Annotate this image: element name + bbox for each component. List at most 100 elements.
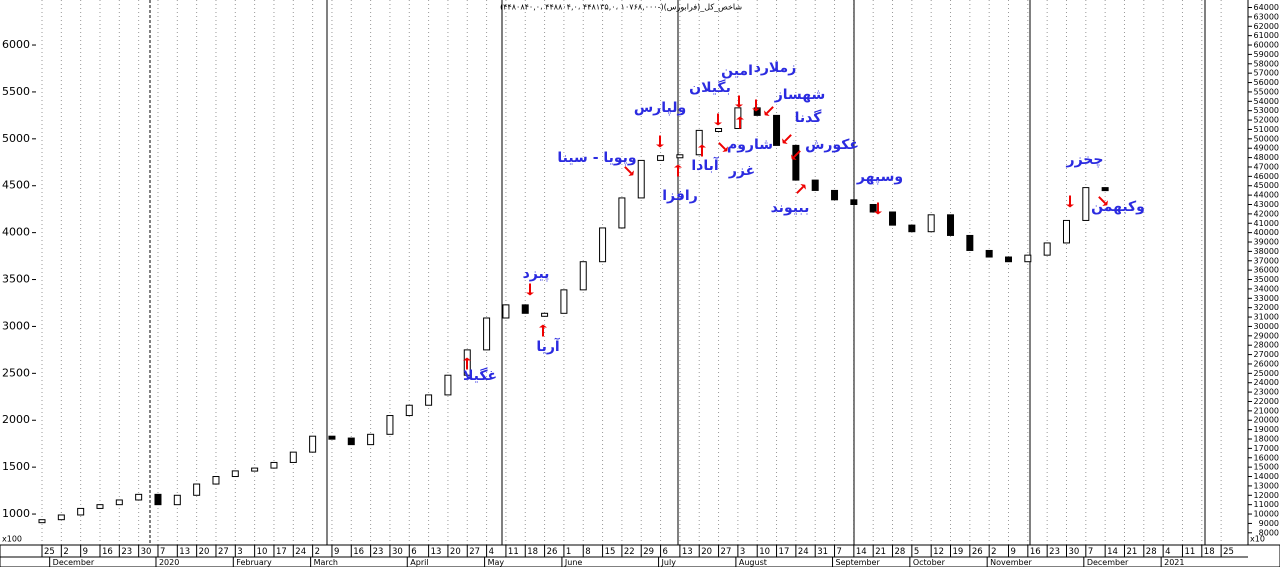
price-box [289, 451, 297, 463]
y2-tick-label: 49000 [1254, 144, 1279, 153]
annotation: غگیلا [463, 367, 497, 384]
price-box [77, 507, 85, 516]
y2-tick-label: 63000 [1254, 12, 1279, 21]
arrow-head [539, 324, 547, 328]
arrow-head [764, 110, 770, 116]
y2-tick-label: 36000 [1254, 266, 1279, 275]
x-tick-label: 18 [527, 547, 538, 557]
arrow-head [698, 144, 706, 148]
price-box [753, 107, 761, 116]
price-box [831, 189, 839, 201]
y2-tick-label: 29000 [1254, 331, 1279, 340]
y-tick-label: 1000 [2, 507, 30, 520]
price-box [1005, 256, 1012, 263]
x-tick-label: 22 [624, 547, 635, 557]
annotation: وپویا - سینا [557, 150, 636, 166]
arrow-shaft [624, 166, 632, 174]
y2-tick-label: 55000 [1254, 87, 1279, 96]
annotation: رافزا [662, 188, 698, 204]
x-tick-label: 21 [875, 547, 886, 557]
y2-tick-label: 47000 [1254, 162, 1279, 171]
x-tick-label: 30 [392, 547, 403, 557]
x-tick-label: 12 [933, 547, 944, 557]
arrow-shaft [793, 150, 801, 158]
x-tick-label: 26 [547, 547, 558, 557]
x-tick-label: 9 [334, 547, 339, 557]
arrow-head [791, 154, 797, 160]
annotation: شاروم [727, 137, 773, 153]
month-label: November [990, 558, 1032, 567]
arrow-head [752, 108, 760, 112]
y2-tick-label: 42000 [1254, 209, 1279, 218]
y2-tick-label: 28000 [1254, 341, 1279, 350]
price-box [773, 114, 781, 146]
y2-tick-label: 15000 [1254, 463, 1279, 472]
y-axis-label: x100 [2, 535, 22, 544]
price-box [1101, 187, 1109, 192]
x-tick-label: 25 [1223, 547, 1234, 557]
arrow-head [656, 144, 664, 148]
month-label: 2021 [1164, 558, 1184, 567]
price-box [927, 214, 935, 233]
x-tick-label: 20 [701, 547, 712, 557]
y2-tick-label: 33000 [1254, 294, 1279, 303]
y-tick-label: 3500 [2, 273, 30, 286]
price-box [966, 234, 974, 251]
price-box [328, 435, 336, 440]
x-tick-label: 30 [141, 547, 152, 557]
x-tick-label: 2 [63, 547, 68, 557]
y2-tick-label: 40000 [1254, 228, 1279, 237]
y2-tick-label: 25000 [1254, 369, 1279, 378]
x-tick-label: 21 [1126, 547, 1137, 557]
x-tick-label: 23 [1049, 547, 1060, 557]
price-box [889, 211, 897, 226]
x-tick-label: 27 [218, 547, 229, 557]
month-label: December [53, 558, 95, 567]
y2-tick-label: 57000 [1254, 69, 1279, 78]
y2-tick-label: 58000 [1254, 59, 1279, 68]
y2-tick-label: 30000 [1254, 322, 1279, 331]
y-tick-label: 1500 [2, 460, 30, 473]
arrow-head [874, 211, 882, 215]
annotation: غزر [728, 163, 755, 179]
price-box [193, 483, 201, 496]
y-tick-label: 2500 [2, 366, 30, 379]
y2-tick-label: 64000 [1254, 3, 1279, 12]
y2-tick-label: 44000 [1254, 191, 1279, 200]
arrow-head [800, 184, 806, 190]
price-box [483, 317, 491, 351]
x-tick-label: 6 [411, 547, 416, 557]
y2-tick-label: 56000 [1254, 78, 1279, 87]
price-box [367, 433, 375, 446]
x-tick-label: 2 [315, 547, 320, 557]
annotation: زملارد [754, 60, 797, 76]
price-box [96, 504, 104, 509]
y2-tick-label: 31000 [1254, 313, 1279, 322]
x-tick-label: 28 [895, 547, 906, 557]
x-tick-label: 29 [643, 547, 654, 557]
x-tick-label: 30 [1068, 547, 1079, 557]
x-tick-label: 3 [740, 547, 745, 557]
y2-tick-label: 10000 [1254, 510, 1279, 519]
y2-tick-label: 60000 [1254, 41, 1279, 50]
y2-tick-label: 35000 [1254, 275, 1279, 284]
x-tick-label: 7 [837, 547, 842, 557]
price-box [657, 155, 665, 161]
price-box [135, 493, 143, 501]
x-tick-label: 18 [1204, 547, 1215, 557]
x-tick-label: 27 [721, 547, 732, 557]
arrow-head [526, 292, 534, 296]
y2-tick-label: 20000 [1254, 416, 1279, 425]
x-tick-label: 17 [779, 547, 790, 557]
y2-tick-label: 46000 [1254, 172, 1279, 181]
arrow-head [674, 164, 682, 168]
price-box [811, 179, 819, 191]
price-box [347, 437, 355, 446]
chart-title: شاخص_کل_(فرابورس)(-۱۰۷۶۸,۰۰۰ ،۴۴۸۱۳۵,۰ ،… [500, 3, 742, 12]
x-tick-label: 13 [682, 547, 693, 557]
y-tick-label: 4500 [2, 179, 30, 192]
price-box [270, 461, 278, 469]
y2-tick-label: 50000 [1254, 134, 1279, 143]
arrow-shaft [784, 134, 792, 142]
y2-tick-label: 19000 [1254, 425, 1279, 434]
